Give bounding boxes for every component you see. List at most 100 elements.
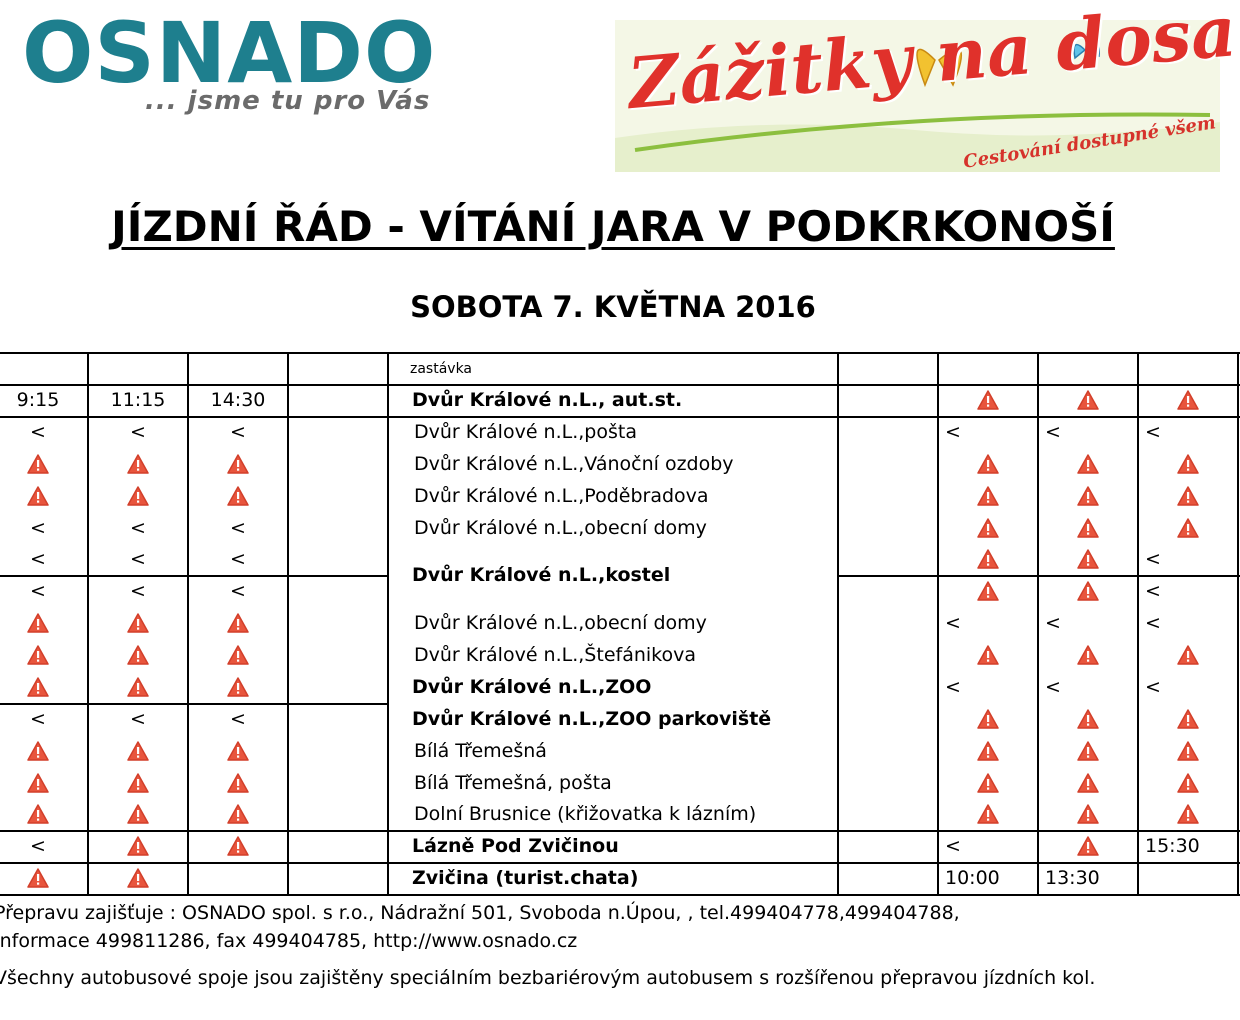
time-cell: < — [230, 516, 246, 539]
warning-icon — [127, 485, 149, 506]
grid-line — [0, 862, 1240, 864]
warning-icon — [1077, 485, 1099, 506]
warning-icon — [1177, 740, 1199, 761]
stop-name: Bílá Třemešná — [414, 739, 547, 762]
time-cell: < — [130, 516, 146, 539]
warning-icon — [1077, 709, 1099, 729]
time-cell: < — [945, 420, 961, 443]
warning-icon — [977, 709, 999, 729]
time-cell: < — [230, 420, 246, 443]
warning-icon — [227, 836, 249, 856]
time-cell: < — [30, 580, 46, 603]
time-cell: < — [30, 516, 46, 539]
warning-icon — [127, 677, 149, 697]
column-header: zastávka — [410, 361, 473, 377]
warning-icon — [227, 454, 249, 474]
warning-icon — [977, 740, 999, 761]
warning-icon — [27, 772, 49, 793]
warning-icon — [127, 836, 149, 856]
time-cell: 10:00 — [945, 867, 1000, 890]
footer-line: Informace 499811286, fax 499404785, http… — [0, 930, 578, 952]
grid-line — [0, 830, 1240, 832]
partner-logo-background — [615, 20, 1220, 172]
warning-icon — [1177, 390, 1199, 410]
warning-icon — [1077, 390, 1099, 410]
warning-icon — [227, 645, 249, 665]
warning-icon — [227, 804, 249, 825]
warning-icon — [1177, 709, 1199, 729]
document-title: JÍZDNÍ ŘÁD - VÍTÁNÍ JARA V PODKRKONOŠÍ — [111, 202, 1115, 251]
warning-icon — [227, 485, 249, 506]
grid-line — [387, 353, 389, 895]
time-cell: < — [1145, 612, 1161, 635]
grid-line — [0, 352, 1240, 354]
warning-icon — [1177, 485, 1199, 506]
warning-icon — [127, 772, 149, 793]
warning-icon — [127, 613, 149, 633]
warning-icon — [1077, 804, 1099, 825]
time-cell: < — [30, 835, 46, 858]
warning-icon — [1077, 549, 1099, 570]
time-cell: < — [1145, 580, 1161, 603]
stop-name: Lázně Pod Zvičinou — [412, 835, 619, 858]
warning-icon — [1077, 581, 1099, 601]
stop-name: Dvůr Králové n.L.,kostel — [412, 564, 671, 587]
time-cell: < — [945, 835, 961, 858]
warning-icon — [127, 868, 149, 888]
stop-name: Dolní Brusnice (křižovatka k lázním) — [414, 803, 757, 826]
time-cell: < — [230, 548, 246, 571]
time-cell: < — [1145, 548, 1161, 571]
time-cell: < — [1045, 612, 1061, 635]
warning-icon — [27, 485, 49, 506]
footer-line: Přepravu zajišťuje : OSNADO spol. s r.o.… — [0, 902, 960, 924]
warning-icon — [27, 868, 49, 888]
time-cell: < — [1145, 675, 1161, 698]
warning-icon — [227, 613, 249, 633]
warning-icon — [977, 390, 999, 410]
time-cell: < — [30, 707, 46, 730]
stop-name: Dvůr Králové n.L.,obecní domy — [414, 612, 707, 635]
warning-icon — [27, 454, 49, 474]
grid-line — [838, 575, 1240, 577]
document-subtitle: SOBOTA 7. KVĚTNA 2016 — [410, 290, 816, 324]
warning-icon — [977, 645, 999, 665]
time-cell: 14:30 — [210, 389, 266, 411]
grid-line — [1037, 353, 1039, 895]
grid-line — [287, 353, 289, 895]
time-cell: 9:15 — [16, 389, 60, 411]
time-cell: < — [130, 420, 146, 443]
stop-name: Dvůr Králové n.L.,Štefánikova — [414, 644, 696, 666]
warning-icon — [27, 677, 49, 697]
time-cell: 11:15 — [110, 389, 166, 411]
time-cell: < — [1145, 420, 1161, 443]
time-cell: < — [230, 707, 246, 730]
warning-icon — [1077, 517, 1099, 538]
grid-line — [187, 353, 189, 895]
time-cell: < — [30, 548, 46, 571]
warning-icon — [27, 740, 49, 761]
warning-icon — [977, 549, 999, 570]
stop-name: Bílá Třemešná, pošta — [414, 771, 612, 794]
brand-tagline: ... jsme tu pro Vás — [145, 86, 431, 116]
grid-line — [837, 353, 839, 895]
warning-icon — [977, 804, 999, 825]
grid-line — [0, 575, 389, 577]
time-cell: < — [130, 707, 146, 730]
time-cell: < — [1045, 675, 1061, 698]
stop-name: Dvůr Králové n.L., aut.st. — [412, 389, 683, 411]
time-cell: < — [130, 580, 146, 603]
grid-line — [87, 353, 89, 895]
stop-name: Dvůr Králové n.L.,Poděbradova — [414, 484, 709, 507]
grid-line — [0, 384, 1240, 386]
warning-icon — [127, 740, 149, 761]
warning-icon — [27, 613, 49, 633]
warning-icon — [27, 645, 49, 665]
footer-line: Všechny autobusové spoje jsou zajištěny … — [0, 967, 1096, 989]
time-cell: < — [30, 420, 46, 443]
grid-line — [0, 703, 389, 705]
time-cell: < — [945, 612, 961, 635]
time-cell: 13:30 — [1045, 867, 1100, 890]
time-cell: < — [230, 580, 246, 603]
